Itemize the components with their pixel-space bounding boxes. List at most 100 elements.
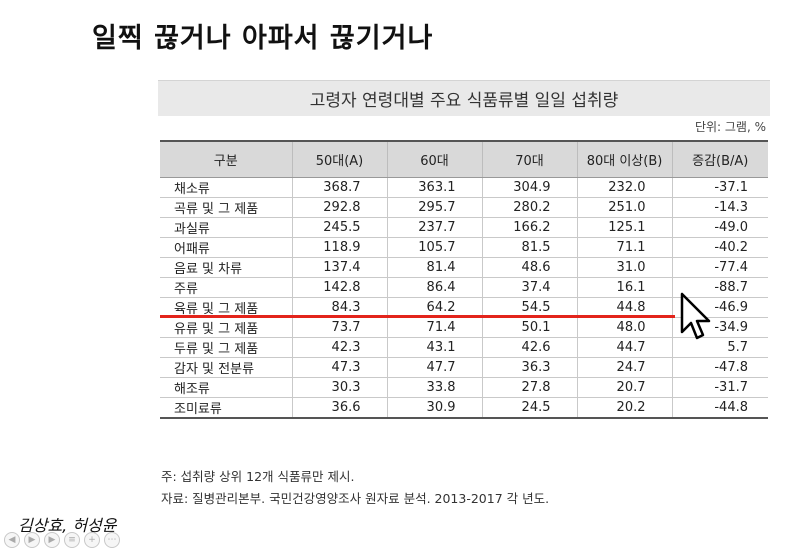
header-category: 구분: [160, 140, 292, 178]
header-change: 증감(B/A): [671, 140, 768, 178]
table-row: 두류 및 그 제품 42.3 43.1 42.6 44.7 5.7: [160, 337, 768, 358]
row-value: 44.7: [576, 337, 672, 358]
header-50s: 50대(A): [291, 140, 387, 178]
row-value: 304.9: [481, 177, 577, 198]
header-60s: 60대: [386, 140, 482, 178]
row-change: -49.0: [671, 217, 768, 238]
table-row: 조미료류 36.6 30.9 24.5 20.2 -44.8: [160, 397, 768, 419]
row-value: 42.3: [291, 337, 387, 358]
row-change: -14.3: [671, 197, 768, 218]
row-value: 81.5: [481, 237, 577, 258]
food-intake-table: 구분 50대(A) 60대 70대 80대 이상(B) 증감(B/A) 채소류 3…: [160, 140, 768, 419]
row-value: 245.5: [291, 217, 387, 238]
source-note: 자료: 질병관리본부. 국민건강영양조사 원자료 분석. 2013-2017 각…: [161, 491, 550, 506]
zoom-icon[interactable]: +: [84, 532, 100, 548]
table-row: 육류 및 그 제품 84.3 64.2 54.5 44.8 -46.9: [160, 297, 768, 318]
row-value: 47.7: [386, 357, 482, 378]
row-value: 71.4: [386, 317, 482, 338]
row-value: 33.8: [386, 377, 482, 398]
row-value: 142.8: [291, 277, 387, 298]
table-row: 해조류 30.3 33.8 27.8 20.7 -31.7: [160, 377, 768, 398]
row-change: -37.1: [671, 177, 768, 198]
row-value: 30.3: [291, 377, 387, 398]
row-value: 20.7: [576, 377, 672, 398]
play-icon[interactable]: ▶: [24, 532, 40, 548]
row-value: 232.0: [576, 177, 672, 198]
row-value: 280.2: [481, 197, 577, 218]
table-row: 과실류 245.5 237.7 166.2 125.1 -49.0: [160, 217, 768, 238]
row-value: 86.4: [386, 277, 482, 298]
row-category: 음료 및 차류: [160, 257, 292, 278]
row-category: 해조류: [160, 377, 292, 398]
row-change: 5.7: [671, 337, 768, 358]
row-value: 36.3: [481, 357, 577, 378]
row-change: -31.7: [671, 377, 768, 398]
row-value: 54.5: [481, 297, 577, 318]
row-category: 채소류: [160, 177, 292, 198]
row-category: 어패류: [160, 237, 292, 258]
row-change: -40.2: [671, 237, 768, 258]
row-value: 81.4: [386, 257, 482, 278]
row-category: 조미료류: [160, 397, 292, 419]
row-change: -88.7: [671, 277, 768, 298]
row-value: 27.8: [481, 377, 577, 398]
table-row: 감자 및 전분류 47.3 47.7 36.3 24.7 -47.8: [160, 357, 768, 378]
row-value: 44.8: [576, 297, 672, 318]
row-category: 감자 및 전분류: [160, 357, 292, 378]
row-value: 137.4: [291, 257, 387, 278]
header-70s: 70대: [481, 140, 577, 178]
row-category: 주류: [160, 277, 292, 298]
row-value: 43.1: [386, 337, 482, 358]
row-value: 368.7: [291, 177, 387, 198]
row-value: 24.5: [481, 397, 577, 419]
row-value: 36.6: [291, 397, 387, 419]
row-value: 237.7: [386, 217, 482, 238]
highlight-underline: [160, 315, 675, 318]
table-row: 주류 142.8 86.4 37.4 16.1 -88.7: [160, 277, 768, 298]
row-change: -44.8: [671, 397, 768, 419]
row-value: 48.6: [481, 257, 577, 278]
next-icon[interactable]: ▶: [44, 532, 60, 548]
row-category: 유류 및 그 제품: [160, 317, 292, 338]
row-change: -47.8: [671, 357, 768, 378]
prev-icon[interactable]: ◀: [4, 532, 20, 548]
author-credit: 김상효, 허성윤: [18, 516, 117, 535]
row-value: 166.2: [481, 217, 577, 238]
footnote: 주: 섭취량 상위 12개 식품류만 제시.: [161, 469, 355, 484]
header-80s-plus: 80대 이상(B): [576, 140, 672, 178]
row-value: 71.1: [576, 237, 672, 258]
row-value: 42.6: [481, 337, 577, 358]
menu-icon[interactable]: ≡: [64, 532, 80, 548]
row-value: 37.4: [481, 277, 577, 298]
row-value: 125.1: [576, 217, 672, 238]
row-value: 105.7: [386, 237, 482, 258]
table-header-row: 구분 50대(A) 60대 70대 80대 이상(B) 증감(B/A): [160, 140, 768, 178]
row-value: 64.2: [386, 297, 482, 318]
row-value: 30.9: [386, 397, 482, 419]
row-value: 16.1: [576, 277, 672, 298]
more-icon[interactable]: ⋯: [104, 532, 120, 548]
row-value: 48.0: [576, 317, 672, 338]
row-value: 292.8: [291, 197, 387, 218]
row-value: 73.7: [291, 317, 387, 338]
table-title: 고령자 연령대별 주요 식품류별 일일 섭취량: [158, 80, 770, 116]
row-category: 두류 및 그 제품: [160, 337, 292, 358]
row-value: 20.2: [576, 397, 672, 419]
table-row: 음료 및 차류 137.4 81.4 48.6 31.0 -77.4: [160, 257, 768, 278]
table-row: 어패류 118.9 105.7 81.5 71.1 -40.2: [160, 237, 768, 258]
row-value: 31.0: [576, 257, 672, 278]
table-row: 유류 및 그 제품 73.7 71.4 50.1 48.0 -34.9: [160, 317, 768, 338]
table-row: 곡류 및 그 제품 292.8 295.7 280.2 251.0 -14.3: [160, 197, 768, 218]
arrow-cursor-icon: [680, 292, 711, 340]
player-controls: ◀ ▶ ▶ ≡ + ⋯: [0, 530, 120, 550]
table-title-text: 고령자 연령대별 주요 식품류별 일일 섭취량: [309, 91, 619, 111]
row-category: 육류 및 그 제품: [160, 297, 292, 318]
row-value: 251.0: [576, 197, 672, 218]
row-value: 363.1: [386, 177, 482, 198]
row-value: 295.7: [386, 197, 482, 218]
unit-note: 단위: 그램, %: [694, 120, 766, 134]
row-category: 곡류 및 그 제품: [160, 197, 292, 218]
row-value: 24.7: [576, 357, 672, 378]
row-value: 47.3: [291, 357, 387, 378]
row-change: -77.4: [671, 257, 768, 278]
